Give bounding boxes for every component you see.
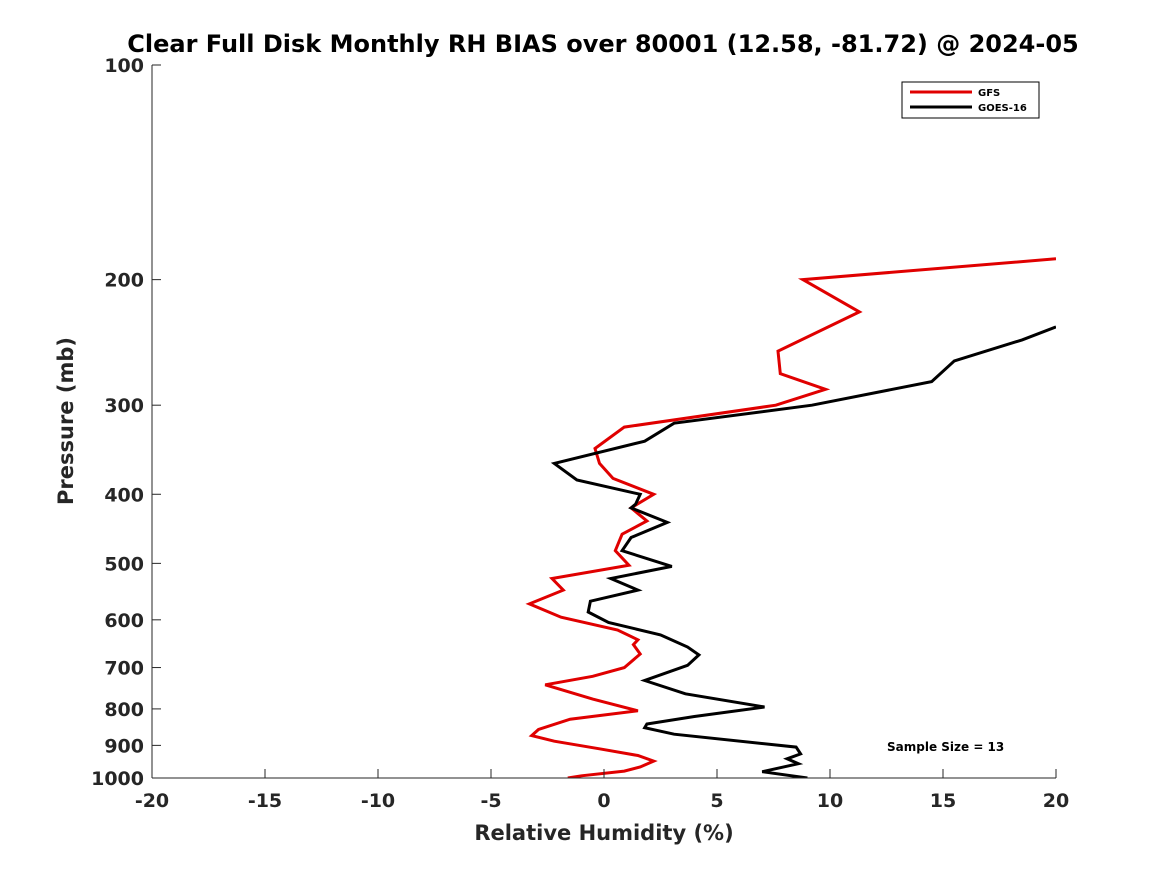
x-tick-label: 10 — [817, 790, 843, 812]
x-tick-label: -20 — [135, 790, 169, 812]
y-tick-label: 1000 — [91, 768, 144, 790]
y-tick-label: 500 — [104, 553, 144, 575]
x-tick-label: -15 — [248, 790, 282, 812]
y-tick-label: 100 — [104, 55, 144, 77]
chart-title: Clear Full Disk Monthly RH BIAS over 800… — [127, 30, 1078, 58]
y-tick-label: 300 — [104, 395, 144, 417]
y-axis-label: Pressure (mb) — [54, 337, 78, 505]
x-tick-label: -5 — [480, 790, 501, 812]
legend-label-goes16: GOES-16 — [978, 103, 1027, 114]
x-tick-label: 5 — [710, 790, 723, 812]
y-ticks: 100 200 300 400 500 600 700 800 900 1000 — [91, 55, 161, 790]
series-line-gfs — [525, 257, 1056, 778]
x-tick-label: -10 — [361, 790, 395, 812]
series-line-goes16 — [550, 325, 1056, 778]
x-tick-label: 15 — [930, 790, 956, 812]
y-tick-label: 700 — [104, 658, 144, 680]
x-tick-label: 20 — [1043, 790, 1069, 812]
x-ticks: -20 -15 -10 -5 0 5 10 15 20 — [135, 769, 1069, 812]
y-tick-label: 400 — [104, 484, 144, 506]
y-tick-label: 600 — [104, 610, 144, 632]
y-tick-label: 900 — [104, 735, 144, 757]
legend-box — [901, 81, 1040, 119]
x-axis-label: Relative Humidity (%) — [474, 821, 733, 845]
y-tick-label: 200 — [104, 270, 144, 292]
y-tick-label: 800 — [104, 699, 144, 721]
x-tick-label: 0 — [597, 790, 610, 812]
plot-background — [152, 65, 1056, 778]
plot-area: -20 -15 -10 -5 0 5 10 15 20 100 200 300 400 500 600 70… — [91, 55, 1069, 812]
sample-size-annotation: Sample Size = 13 — [887, 740, 1004, 754]
legend: GFS GOES-16 — [901, 81, 1040, 119]
legend-label-gfs: GFS — [978, 88, 1000, 99]
series-layer — [525, 257, 1056, 778]
